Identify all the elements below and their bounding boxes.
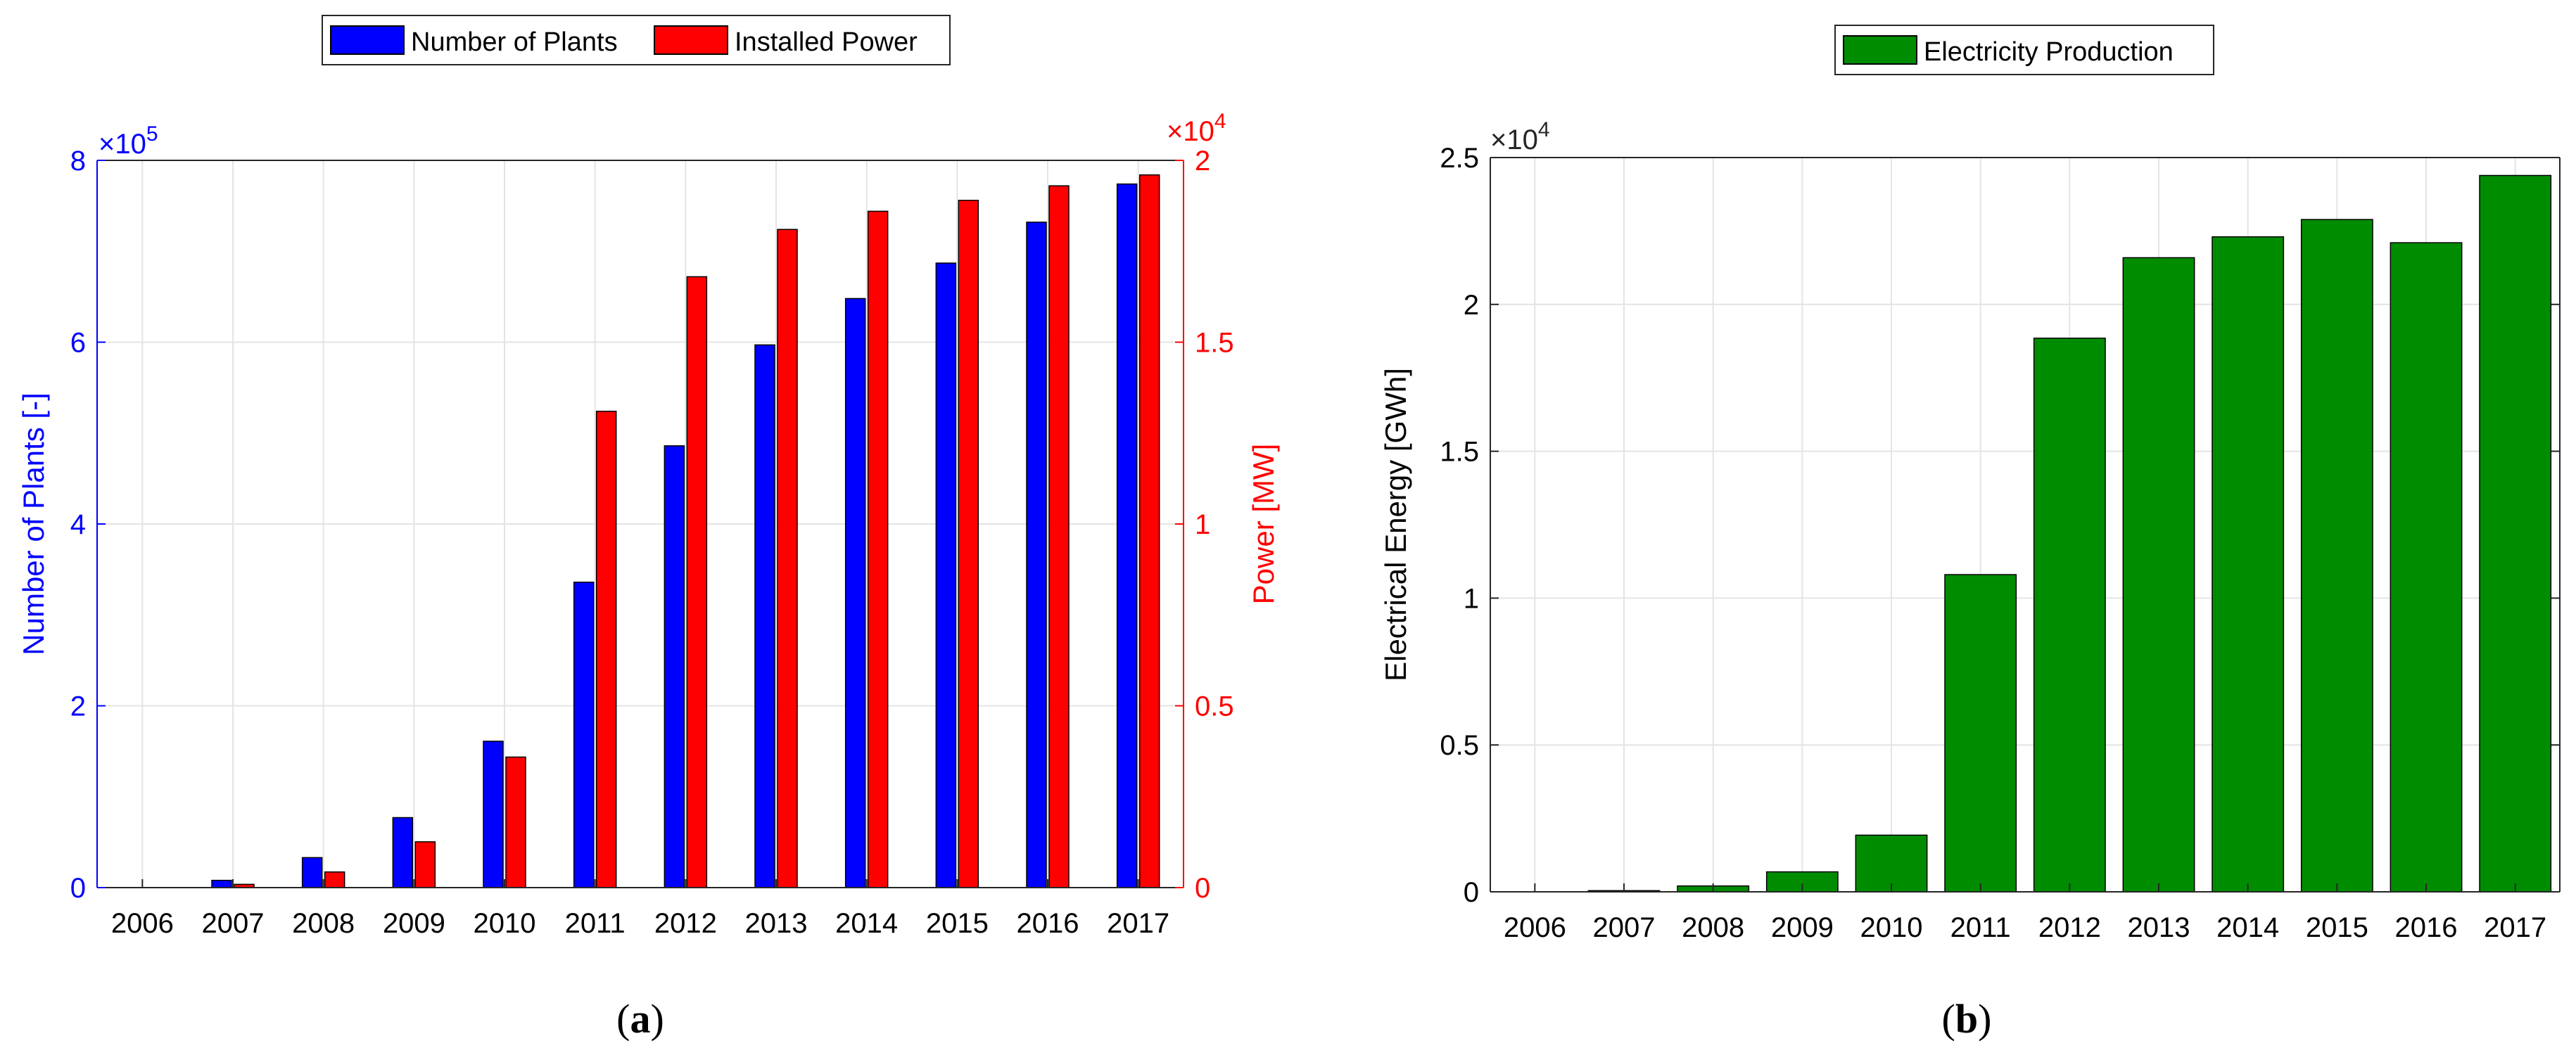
bar-production-2011 bbox=[1944, 574, 2017, 893]
x-tick-label-a: 2013 bbox=[745, 908, 808, 939]
x-tick-label-a: 2011 bbox=[565, 908, 626, 939]
x-tick-label-a: 2008 bbox=[292, 908, 355, 939]
x-tick-label-a: 2015 bbox=[926, 908, 989, 939]
tick-label-right-a: 2 bbox=[1195, 146, 1210, 177]
bar-production-2014 bbox=[2212, 236, 2285, 893]
y-label-left-b: Electrical Energy [GWh] bbox=[1379, 368, 1412, 682]
x-tick-label-a: 2014 bbox=[835, 908, 898, 939]
x-tick-label-b: 2011 bbox=[1950, 912, 2011, 943]
bar-plants-2013 bbox=[754, 344, 775, 888]
x-tick-label-a: 2009 bbox=[383, 908, 445, 939]
y-label-left-a: Number of Plants [-] bbox=[17, 392, 50, 655]
x-tick-label-a: 2007 bbox=[202, 908, 265, 939]
left-exponent-a: ×105 bbox=[99, 122, 158, 160]
ticks-b: 0 0.5 1 1.5 2 2.5 bbox=[1440, 143, 2560, 908]
x-tick-label-a: 2016 bbox=[1017, 908, 1079, 939]
tick-label-right-a: 1.5 bbox=[1195, 328, 1234, 359]
tick-label-left-a: 8 bbox=[70, 146, 86, 177]
legend-label-production: Electricity Production bbox=[1924, 37, 2174, 67]
tick-label-left-b: 1.5 bbox=[1440, 437, 1479, 468]
chart-b: Electricity Production 0 0.5 1 1.5 2 2.5 2006… bbox=[1379, 25, 2561, 1042]
tick-label-right-a: 0 bbox=[1195, 873, 1210, 904]
x-tick-label-a: 2010 bbox=[474, 908, 536, 939]
legend-label-plants: Number of Plants bbox=[411, 27, 618, 57]
legend-label-power: Installed Power bbox=[735, 27, 918, 57]
x-tick-label-b: 2009 bbox=[1771, 912, 1834, 943]
legend-a-box bbox=[322, 15, 951, 65]
bar-plants-2008 bbox=[301, 857, 323, 888]
grid-a bbox=[97, 160, 1184, 888]
tick-label-left-a: 6 bbox=[70, 328, 86, 359]
bar-production-2010 bbox=[1855, 834, 1928, 893]
x-tick-label-b: 2012 bbox=[2038, 912, 2101, 943]
x-tick-label-a: 2017 bbox=[1107, 908, 1169, 939]
tick-label-left-b: 0 bbox=[1464, 877, 1479, 908]
x-tick-label-a: 2012 bbox=[654, 908, 717, 939]
bar-power-2016 bbox=[1048, 185, 1070, 888]
bar-power-2013 bbox=[777, 229, 798, 888]
panel-label-b: (b) bbox=[1942, 996, 1992, 1042]
legend-a: Number of Plants Installed Power bbox=[322, 15, 951, 65]
tick-label-left-a: 4 bbox=[70, 509, 86, 540]
x-tick-label-b: 2006 bbox=[1504, 912, 1566, 943]
x-tick-label-b: 2013 bbox=[2128, 912, 2190, 943]
bar-plants-2011 bbox=[573, 581, 595, 888]
bar-power-2010 bbox=[505, 756, 526, 888]
bar-power-2008 bbox=[324, 871, 345, 888]
legend-swatch-plants bbox=[330, 25, 405, 55]
bar-plants-2012 bbox=[664, 445, 685, 888]
x-ticks-a: 2006 2007 2008 2009 2010 2011 2012 2013 2014 2015… bbox=[111, 879, 1169, 939]
tick-label-left-b: 1 bbox=[1464, 583, 1479, 614]
bar-plants-2017 bbox=[1116, 183, 1138, 888]
bar-production-2016 bbox=[2390, 242, 2463, 893]
legend-b: Electricity Production bbox=[1834, 25, 2214, 75]
bar-plants-2014 bbox=[844, 298, 866, 888]
bar-power-2017 bbox=[1138, 174, 1160, 888]
left-exponent-b: ×104 bbox=[1490, 118, 1550, 155]
bar-plants-2016 bbox=[1026, 222, 1047, 888]
bar-plants-2007 bbox=[211, 879, 232, 888]
bar-plants-2009 bbox=[392, 817, 414, 888]
bars-b bbox=[1587, 174, 2552, 893]
x-ticks-b: 2006 2007 2008 2009 2010 2011 2012 2013 2014 2015… bbox=[1504, 883, 2546, 943]
bar-production-2013 bbox=[2122, 257, 2195, 893]
tick-label-left-b: 0.5 bbox=[1440, 730, 1479, 761]
tick-label-left-b: 2.5 bbox=[1440, 143, 1479, 174]
bar-plants-2010 bbox=[483, 741, 504, 888]
tick-label-left-a: 2 bbox=[70, 691, 86, 722]
legend-swatch-power bbox=[654, 25, 728, 55]
tick-label-left-a: 0 bbox=[70, 873, 86, 904]
bar-plants-2015 bbox=[935, 262, 957, 888]
bar-production-2017 bbox=[2479, 174, 2552, 893]
y-label-right-a: Power [MW] bbox=[1247, 444, 1280, 605]
x-tick-label-b: 2015 bbox=[2306, 912, 2368, 943]
tick-label-right-a: 0.5 bbox=[1195, 691, 1234, 722]
bar-power-2011 bbox=[595, 410, 617, 888]
bar-power-2014 bbox=[867, 210, 889, 888]
ticks-a: 0 2 4 6 8 0 0.5 1 1.5 2 bbox=[70, 146, 1234, 904]
bar-power-2012 bbox=[686, 276, 708, 888]
x-tick-label-b: 2010 bbox=[1860, 912, 1923, 943]
chart-a: Number of Plants Installed Power 0246800… bbox=[17, 15, 1280, 1042]
x-tick-label-b: 2016 bbox=[2395, 912, 2458, 943]
legend-swatch-production bbox=[1843, 35, 1917, 65]
bar-power-2009 bbox=[414, 841, 436, 888]
bars-a bbox=[211, 174, 1160, 888]
tick-label-left-b: 2 bbox=[1464, 290, 1479, 321]
x-tick-label-b: 2008 bbox=[1682, 912, 1744, 943]
x-tick-label-a: 2006 bbox=[111, 908, 174, 939]
panel-label-a: (a) bbox=[616, 996, 664, 1042]
bar-production-2012 bbox=[2033, 338, 2106, 893]
bar-power-2015 bbox=[958, 200, 979, 888]
bar-production-2015 bbox=[2300, 219, 2373, 893]
x-tick-label-b: 2017 bbox=[2484, 912, 2546, 943]
tick-label-right-a: 1 bbox=[1195, 509, 1210, 540]
right-exponent-a: ×104 bbox=[1167, 110, 1226, 147]
x-tick-label-b: 2007 bbox=[1593, 912, 1656, 943]
x-tick-label-b: 2014 bbox=[2216, 912, 2279, 943]
